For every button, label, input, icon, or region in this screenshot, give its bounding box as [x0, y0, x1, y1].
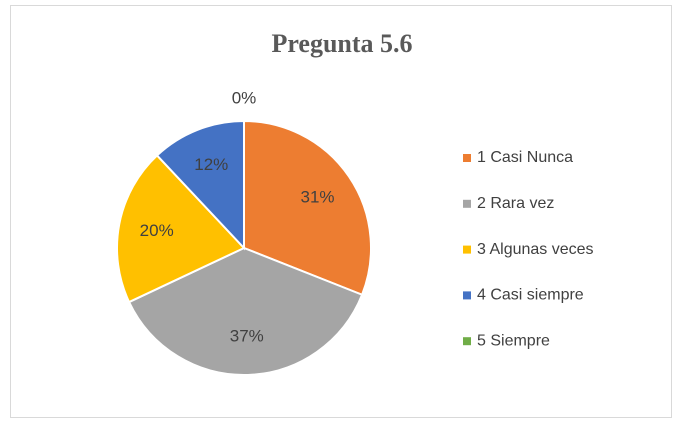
legend-swatch	[463, 199, 471, 208]
legend-swatch	[463, 245, 471, 254]
chart-title: Pregunta 5.6	[271, 29, 412, 58]
legend-label: 2 Rara vez	[477, 195, 554, 212]
pie-slice	[116, 154, 246, 304]
data-label: 12%	[194, 155, 228, 174]
legend-label: 4 Casi siempre	[477, 287, 584, 304]
legend-swatch	[463, 337, 471, 346]
legend-swatch	[463, 291, 471, 300]
legend-label: 3 Algunas veces	[477, 241, 594, 258]
legend-label: 1 Casi Nunca	[477, 149, 573, 166]
data-label: 0%	[232, 88, 257, 107]
legend-label: 5 Siempre	[477, 332, 550, 349]
pie-slice	[243, 119, 372, 297]
pie-slice	[127, 246, 364, 376]
legend-swatch	[463, 154, 471, 162]
data-label: 37%	[230, 326, 264, 345]
data-label: 20%	[140, 221, 174, 240]
data-label: 31%	[301, 188, 335, 207]
pie-slice	[155, 119, 245, 251]
